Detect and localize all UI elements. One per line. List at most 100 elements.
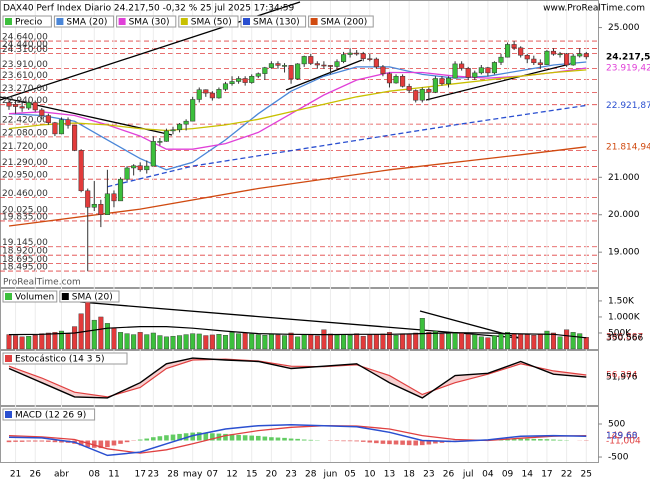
volume-bar [557, 336, 563, 350]
volume-bar [118, 332, 124, 350]
candle-body [354, 52, 360, 55]
y-tick-label: 20.000 [608, 210, 640, 220]
series-line [8, 358, 587, 398]
x-tick-label: 11 [108, 470, 119, 480]
stochastic-frame [0, 350, 599, 406]
x-tick-label: 08 [89, 470, 101, 480]
x-tick-label: 17 [134, 470, 145, 480]
histogram-bar [419, 440, 425, 446]
candle-body [39, 109, 45, 116]
y-tick-label: 500K [608, 328, 632, 338]
histogram-bar [551, 439, 556, 441]
value-label: 23.919,42 [606, 64, 650, 74]
price-frame [0, 0, 599, 288]
candle-body [249, 75, 255, 83]
histogram-bar [170, 434, 176, 441]
volume-bar [150, 332, 156, 350]
volume-bar [85, 300, 91, 350]
histogram-bar [52, 440, 58, 443]
histogram-bar [98, 440, 104, 449]
x-tick-label: 09 [502, 470, 514, 480]
volume-bar [439, 333, 445, 350]
candle-body [170, 129, 176, 132]
volume-bar [400, 333, 406, 350]
volume-bar [308, 334, 314, 350]
candle-body [275, 63, 281, 66]
volume-bar [144, 334, 150, 350]
volume-frame [0, 288, 599, 350]
candle-body [518, 47, 524, 56]
x-tick-label: 21 [10, 470, 21, 480]
candle-body [544, 50, 550, 65]
volume-bar [406, 333, 412, 350]
legend-label: SMA (130) [253, 18, 300, 28]
volume-bar [229, 332, 235, 350]
candle-body [157, 141, 163, 143]
series-line [8, 357, 587, 399]
y-tick-label: 25.000 [608, 23, 640, 33]
volume-bar [65, 333, 71, 350]
series-line [8, 423, 587, 457]
legend-label: MACD (12 26 9) [15, 411, 86, 421]
histogram-bar [137, 439, 143, 441]
candle-body [511, 44, 517, 49]
volume-bar [203, 335, 209, 350]
legend-swatch [310, 18, 318, 25]
histogram-bar [236, 434, 241, 441]
histogram-bar [505, 439, 510, 441]
histogram-bar [210, 433, 215, 441]
volume-bar [131, 334, 137, 350]
candle-body [242, 78, 248, 83]
candle-body [150, 141, 156, 167]
y-tick-label: 21.000 [608, 173, 640, 183]
histogram-bar [255, 435, 261, 441]
volume-bar [354, 333, 360, 350]
level-label: 24.440,00 [2, 40, 48, 50]
volume-bar [282, 335, 288, 350]
histogram-bar [360, 440, 366, 442]
volume-bar [446, 333, 452, 350]
volume-bar [216, 334, 222, 350]
candle-body [85, 190, 91, 208]
legend-label: SMA (50) [191, 18, 232, 28]
candle-body [472, 72, 478, 78]
legend-swatch [5, 18, 12, 25]
histogram-bar [91, 440, 97, 448]
legend-label: SMA (20) [66, 18, 107, 28]
x-tick-label: 13 [384, 470, 395, 480]
candle-body [183, 120, 189, 125]
candle-body [72, 125, 78, 151]
volume-bar [347, 335, 353, 350]
histogram-bar [13, 440, 18, 442]
legend-box [178, 15, 239, 28]
candle-body [334, 61, 340, 67]
histogram-bar [426, 440, 432, 445]
macd-frame [0, 406, 599, 463]
volume-bar [327, 333, 333, 350]
trend-line [285, 59, 363, 91]
legend-label: SMA (200) [321, 18, 368, 28]
candle-body [58, 119, 65, 135]
candle-body [117, 178, 124, 202]
legend-box [2, 352, 128, 365]
series-line [107, 104, 587, 188]
histogram-bar [557, 439, 563, 441]
candle-body [163, 130, 169, 142]
volume-bar [295, 336, 301, 350]
legend-box [240, 15, 307, 28]
histogram-bar [190, 432, 195, 441]
x-tick-label: 12 [226, 470, 237, 480]
x-tick-label: 28 [167, 470, 179, 480]
legend-box [53, 15, 115, 28]
histogram-bar [524, 438, 530, 441]
volume-bar [511, 333, 517, 350]
volume-bar [452, 332, 458, 350]
histogram-bar [203, 432, 209, 441]
candle-body [531, 58, 537, 64]
volume-bar [564, 329, 570, 350]
candle-body [104, 193, 110, 215]
level-label: 23.610,00 [2, 71, 48, 81]
y-tick-label: 19.000 [608, 248, 640, 258]
candle-body [321, 64, 327, 67]
candle-body [78, 150, 84, 192]
